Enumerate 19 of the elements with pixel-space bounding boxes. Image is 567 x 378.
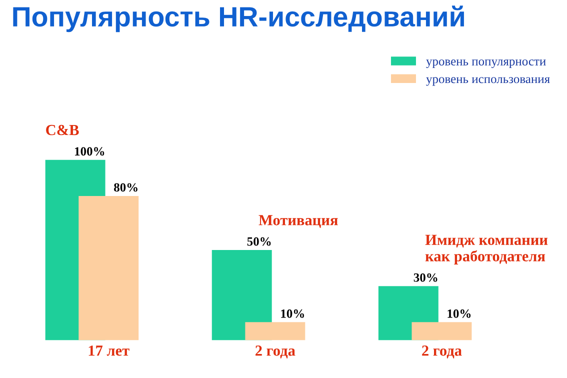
chart-title: Популярность HR-исследований [13, 6, 464, 32]
data-label: 10% [281, 309, 304, 318]
bar [412, 322, 472, 340]
x-tick-label: 2 года [256, 346, 296, 358]
data-label: 50% [247, 237, 271, 246]
bar [245, 322, 306, 340]
bar [212, 250, 272, 340]
x-tick-label: 2 года [422, 346, 462, 358]
legend-label: уровень популярности [426, 59, 546, 68]
data-label: 30% [414, 273, 438, 282]
data-label: 100% [75, 147, 104, 156]
annotation: Имидж компании как работодателя [425, 234, 548, 264]
bar [78, 196, 139, 340]
x-tick-label: 17 лет [88, 346, 130, 356]
annotation: Мотивация [258, 215, 338, 228]
legend-label: уровень использования [426, 77, 550, 86]
data-label: 10% [448, 309, 471, 318]
text: C&B [46, 124, 79, 136]
data-label: 80% [114, 183, 138, 192]
